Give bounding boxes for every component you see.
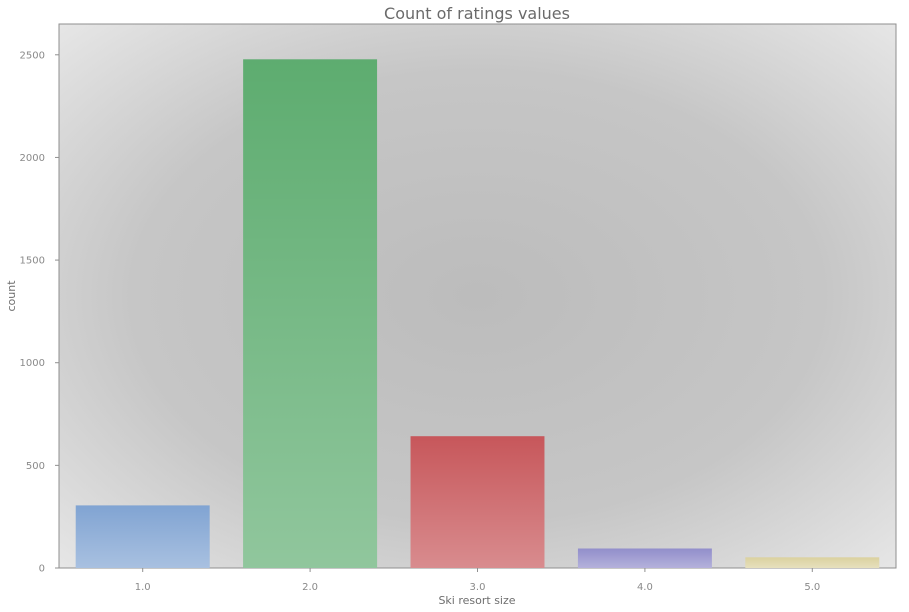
bar-shading-4.0 bbox=[577, 548, 712, 568]
bar-shading-3.0 bbox=[410, 436, 545, 568]
bar-shading-2.0 bbox=[243, 59, 378, 568]
x-tick-label: 2.0 bbox=[302, 582, 318, 593]
bar-shading-1.0 bbox=[75, 505, 210, 568]
y-tick-label: 2500 bbox=[20, 50, 45, 61]
bar-shading-5.0 bbox=[745, 557, 880, 568]
x-tick-label: 5.0 bbox=[804, 582, 820, 593]
x-axis-ticks: 1.0 2.0 3.0 4.0 5.0 bbox=[135, 568, 820, 593]
y-tick-label: 1000 bbox=[20, 358, 45, 369]
x-tick-label: 3.0 bbox=[470, 582, 486, 593]
y-tick-label: 1500 bbox=[20, 256, 45, 267]
y-axis-ticks: 0 500 1000 1500 2000 2500 bbox=[20, 50, 59, 575]
x-tick-label: 4.0 bbox=[637, 582, 653, 593]
x-axis-title: Ski resort size bbox=[438, 594, 515, 607]
bars-group bbox=[75, 59, 880, 568]
y-tick-label: 500 bbox=[26, 461, 45, 472]
x-tick-label: 1.0 bbox=[135, 582, 151, 593]
y-tick-label: 2000 bbox=[20, 153, 45, 164]
chart-title: Count of ratings values bbox=[384, 4, 570, 23]
y-axis-title: count bbox=[5, 280, 18, 312]
y-tick-label: 0 bbox=[39, 564, 45, 575]
